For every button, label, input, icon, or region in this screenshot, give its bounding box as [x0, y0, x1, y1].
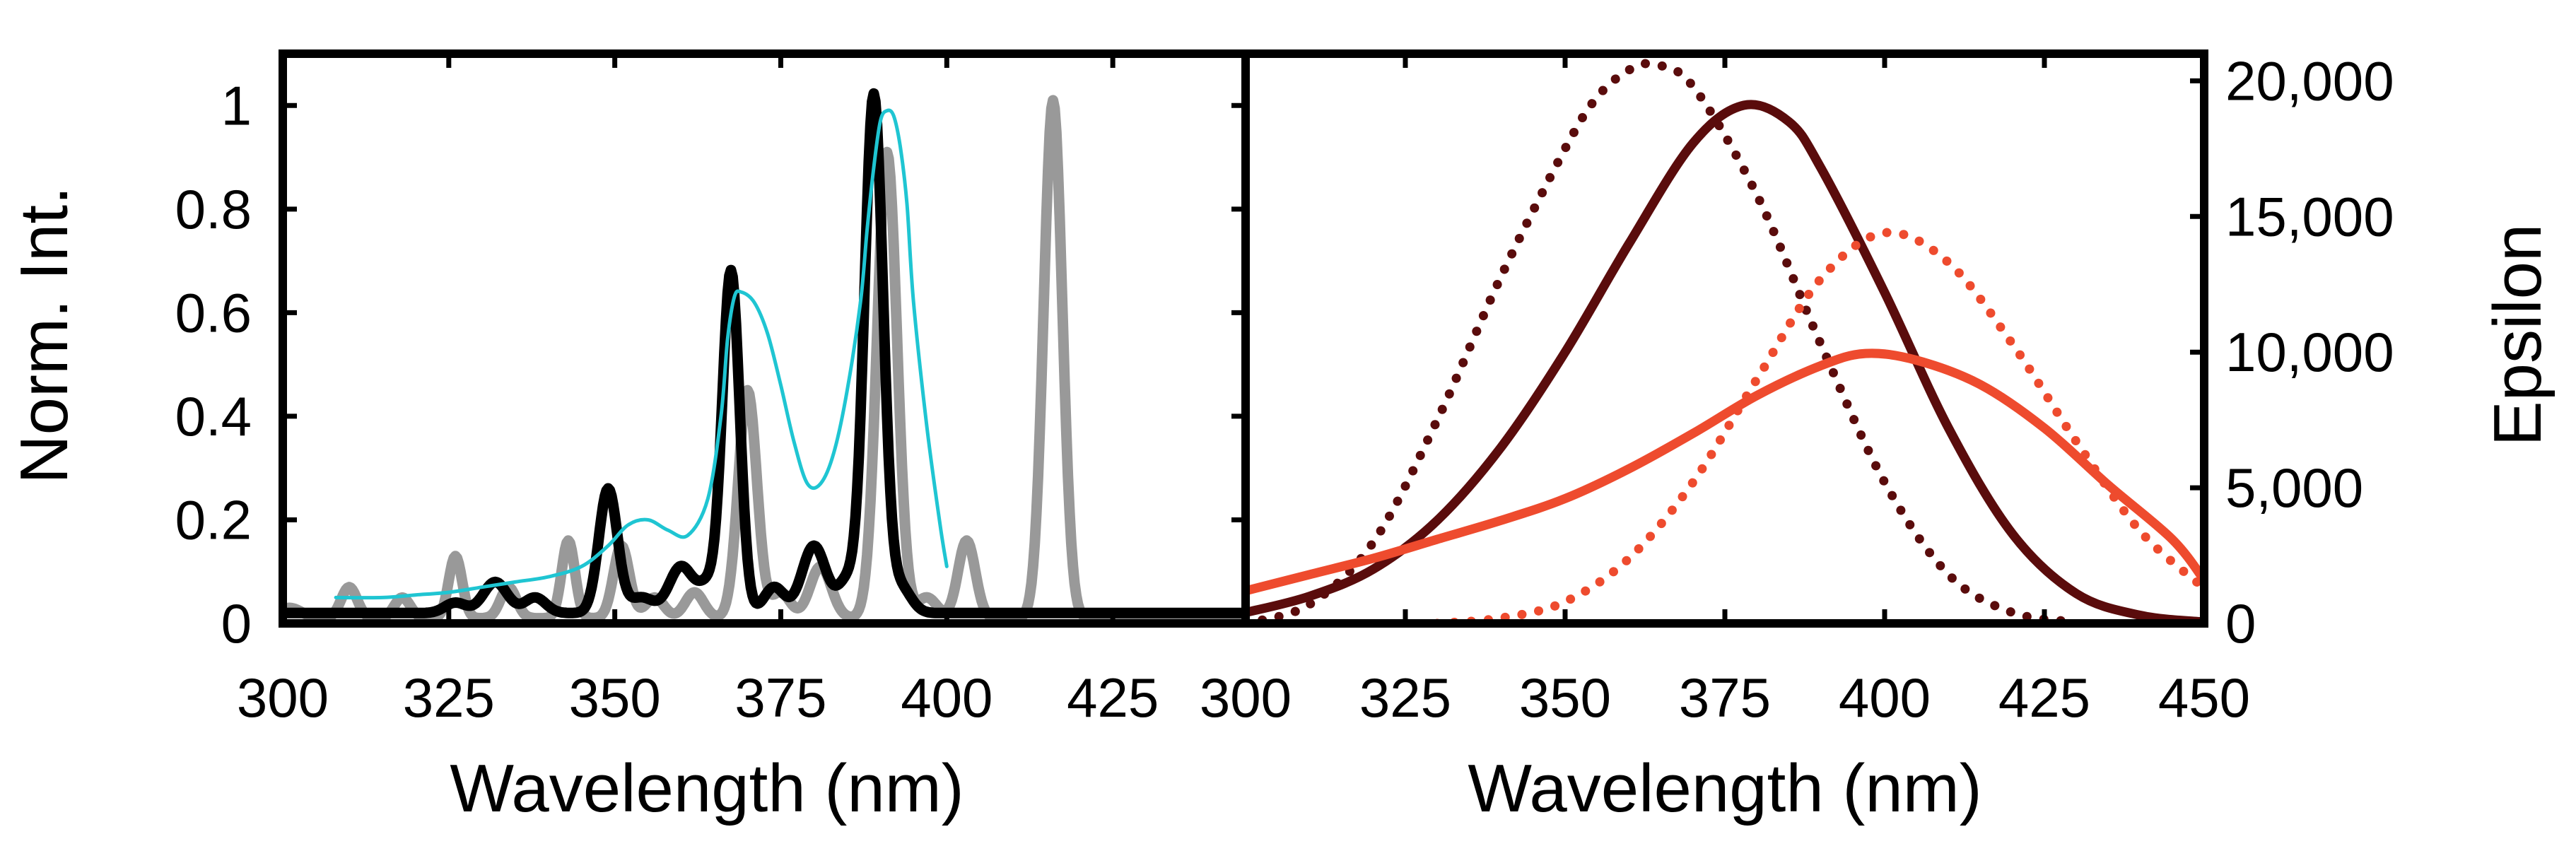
left-x-axis-title: Wavelength (nm)	[450, 751, 964, 826]
left-y-tick-label: 0.4	[175, 385, 252, 447]
series-line-black-spectrum	[283, 88, 1246, 618]
left-x-tick-label: 425	[1067, 667, 1159, 729]
left-x-tick-label: 375	[734, 667, 826, 729]
right-x-tick-label: 300	[1200, 667, 1292, 729]
right-x-tick-label: 375	[1679, 667, 1771, 729]
right-panel: 300 325 350 375 400 425 450 0 5,000 10,000 15,000 2…	[1200, 49, 2555, 826]
right-x-axis-title: Wavelength (nm)	[1468, 751, 1981, 826]
left-x-tick-label: 325	[403, 667, 495, 729]
right-x-tick-label: 325	[1359, 667, 1451, 729]
left-x-tick-label: 300	[237, 667, 329, 729]
right-y-axis-title: Epsilon	[2480, 224, 2555, 447]
right-y-tick-label: 15,000	[2225, 185, 2394, 247]
left-panel: 300 325 350 375 400 425 0 0.2 0.4 0.6 0.8 1 Wavelen…	[6, 54, 1246, 826]
series-line-orange-dotted	[1432, 228, 2204, 623]
right-x-tick-label: 425	[1998, 667, 2090, 729]
left-tick-group: 300 325 350 375 400 425 0 0.2 0.4 0.6 0.8 1	[175, 54, 1246, 729]
left-y-axis-title: Norm. Int.	[6, 186, 82, 483]
series-line-orange-solid	[1246, 348, 2204, 596]
right-y-tick-label: 5,000	[2225, 457, 2363, 519]
right-series-group	[1246, 59, 2204, 623]
left-y-tick-label: 1	[221, 74, 252, 136]
series-line-cyan-spectrum	[334, 108, 949, 600]
series-line-dark-red-solid	[1246, 100, 2204, 623]
right-y-tick-label: 10,000	[2225, 321, 2394, 383]
left-x-tick-label: 400	[901, 667, 993, 729]
right-y-tick-label: 20,000	[2225, 49, 2394, 112]
left-y-tick-label: 0.8	[175, 178, 252, 240]
right-x-tick-label: 350	[1519, 667, 1611, 729]
left-x-tick-label: 350	[569, 667, 661, 729]
left-y-tick-label: 0.6	[175, 281, 252, 344]
series-line-dark-red-dotted	[1246, 59, 2081, 623]
left-series-group	[283, 88, 1246, 623]
right-x-tick-label: 450	[2158, 667, 2250, 729]
right-tick-group: 300 325 350 375 400 425 450 0 5,000 10,000 15,000 2…	[1200, 49, 2394, 729]
plot-frames	[279, 49, 2208, 628]
left-y-tick-label: 0	[221, 592, 252, 655]
right-x-tick-label: 400	[1839, 667, 1931, 729]
right-y-tick-label: 0	[2225, 592, 2256, 655]
left-y-tick-label: 0.2	[175, 488, 252, 551]
